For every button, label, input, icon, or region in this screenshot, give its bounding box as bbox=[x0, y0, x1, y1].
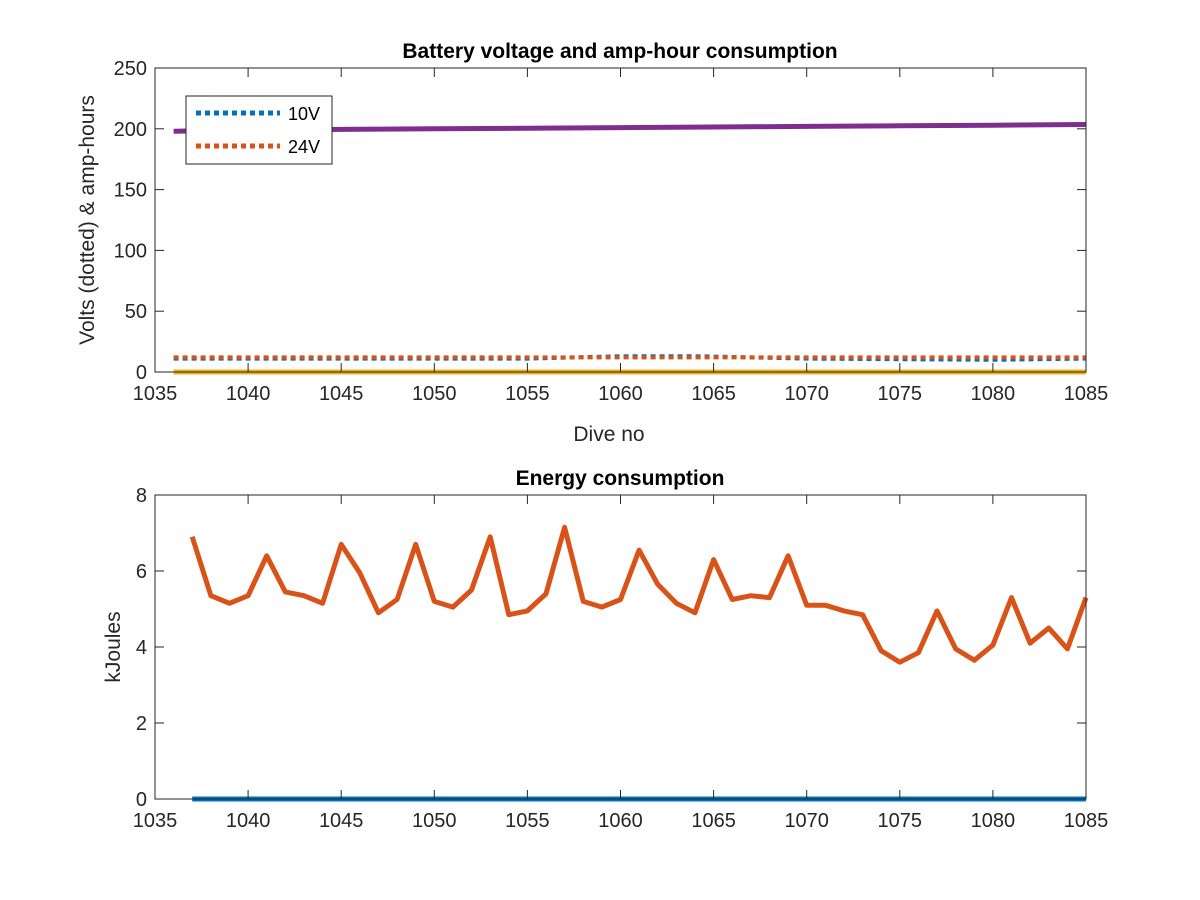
battery-y-tick-label: 0 bbox=[136, 362, 147, 384]
battery-x-tick-label: 1070 bbox=[784, 383, 829, 405]
energy-x-tick-label: 1050 bbox=[412, 810, 457, 832]
energy-y-tick-label: 4 bbox=[136, 637, 147, 659]
energy-x-tick-label: 1055 bbox=[505, 810, 550, 832]
energy-x-tick-label: 1070 bbox=[784, 810, 829, 832]
battery-x-tick-label: 1085 bbox=[1064, 383, 1109, 405]
battery-ticks: 1035 1040 1045 1050 1055 1060 1065 1070 1075 1080… bbox=[114, 58, 1109, 405]
battery-legend: 10V 24V bbox=[185, 95, 333, 165]
battery-x-tick-label: 1035 bbox=[133, 383, 178, 405]
energy-y-axis-label: kJoules bbox=[102, 611, 125, 682]
battery-x-tick-label: 1040 bbox=[226, 383, 271, 405]
energy-axes: Energy consumption kJoules 1035 1040 1045 1… bbox=[102, 467, 1108, 832]
battery-x-axis-label: Dive no bbox=[573, 423, 644, 446]
battery-x-tick-label: 1050 bbox=[412, 383, 457, 405]
energy-x-tick-label: 1035 bbox=[133, 810, 178, 832]
battery-chart-title: Battery voltage and amp-hour consumption bbox=[402, 40, 837, 63]
battery-x-tick-label: 1065 bbox=[691, 383, 736, 405]
battery-y-tick-label: 250 bbox=[114, 58, 147, 80]
energy-chart-title: Energy consumption bbox=[516, 467, 725, 490]
battery-x-tick-label: 1055 bbox=[505, 383, 550, 405]
battery-y-tick-label: 100 bbox=[114, 240, 147, 262]
energy-y-tick-label: 8 bbox=[136, 485, 147, 507]
energy-x-tick-label: 1075 bbox=[878, 810, 923, 832]
battery-x-tick-label: 1080 bbox=[971, 383, 1016, 405]
legend-box bbox=[185, 95, 333, 165]
energy-y-tick-label: 6 bbox=[136, 561, 147, 583]
battery-x-tick-label: 1060 bbox=[598, 383, 643, 405]
battery-y-tick-label: 200 bbox=[114, 119, 147, 141]
battery-axes: Battery voltage and amp-hour consumption… bbox=[76, 40, 1108, 446]
energy-x-tick-label: 1080 bbox=[971, 810, 1016, 832]
energy-x-tick-label: 1065 bbox=[691, 810, 736, 832]
energy-series-line-1 bbox=[189, 524, 1089, 665]
legend-label-24v: 24V bbox=[288, 137, 320, 157]
battery-x-tick-label: 1045 bbox=[319, 383, 364, 405]
energy-ticks: 1035 1040 1045 1050 1055 1060 1065 1070 1075 1080… bbox=[133, 485, 1109, 832]
battery-x-tick-label: 1075 bbox=[878, 383, 923, 405]
energy-x-tick-label: 1085 bbox=[1064, 810, 1109, 832]
energy-x-tick-label: 1040 bbox=[226, 810, 271, 832]
energy-x-tick-label: 1045 bbox=[319, 810, 364, 832]
energy-y-tick-label: 0 bbox=[136, 789, 147, 811]
battery-y-tick-label: 150 bbox=[114, 180, 147, 202]
battery-y-axis-label: Volts (dotted) & amp-hours bbox=[76, 95, 99, 345]
legend-label-10v: 10V bbox=[288, 104, 320, 124]
battery-axes-box bbox=[154, 67, 1087, 373]
energy-x-tick-label: 1060 bbox=[598, 810, 643, 832]
battery-y-tick-label: 50 bbox=[125, 301, 147, 323]
energy-y-tick-label: 2 bbox=[136, 713, 147, 735]
energy-axes-box bbox=[154, 494, 1087, 800]
